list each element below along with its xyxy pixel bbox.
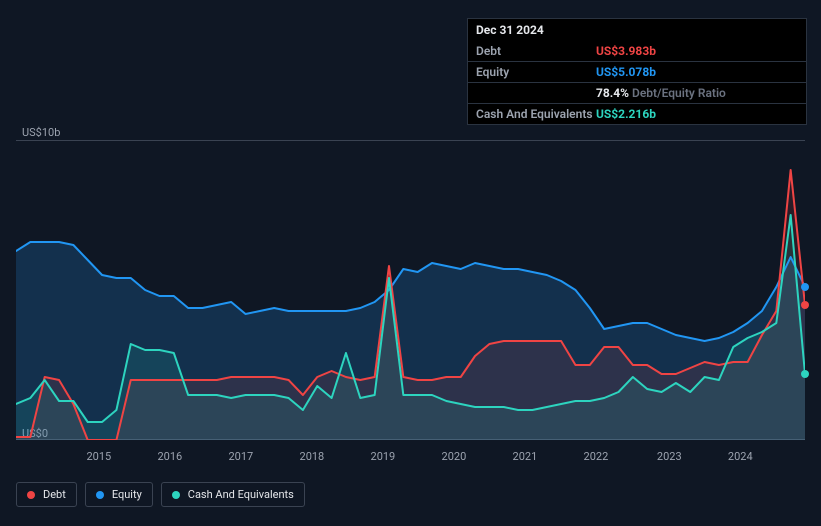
- info-row: Cash And EquivalentsUS$2.216b: [468, 104, 806, 124]
- y-axis-max-label: US$10b: [22, 126, 60, 139]
- x-axis-labels: 2015 2016 2017 2018 2019 2020 2021 2022 2023 2024: [16, 450, 805, 470]
- info-value: US$3.983b: [596, 44, 656, 58]
- info-value: 78.4% Debt/Equity Ratio: [596, 86, 726, 100]
- info-row: DebtUS$3.983b: [468, 41, 806, 62]
- x-axis-label: 2017: [228, 450, 253, 463]
- info-row: EquityUS$5.078b: [468, 62, 806, 83]
- legend-label: Cash And Equivalents: [188, 488, 294, 501]
- legend-label: Debt: [43, 488, 66, 501]
- x-axis-label: 2023: [657, 450, 682, 463]
- x-axis-label: 2020: [442, 450, 467, 463]
- info-label: Debt: [476, 44, 596, 58]
- x-axis-label: 2021: [513, 450, 538, 463]
- chart-area: [16, 140, 805, 440]
- series-end-marker: [801, 301, 809, 309]
- x-axis-label: 2018: [300, 450, 325, 463]
- info-tooltip: Dec 31 2024 DebtUS$3.983bEquityUS$5.078b…: [467, 18, 807, 125]
- x-axis-label: 2015: [86, 450, 111, 463]
- x-axis-label: 2022: [584, 450, 609, 463]
- series-end-marker: [801, 283, 809, 291]
- legend-label: Equity: [112, 488, 142, 501]
- info-label: Cash And Equivalents: [476, 107, 596, 121]
- legend-dot-icon: [172, 491, 180, 499]
- info-value: US$5.078b: [596, 65, 656, 79]
- series-end-marker: [801, 370, 809, 378]
- legend-dot-icon: [27, 491, 35, 499]
- legend: Debt Equity Cash And Equivalents: [16, 482, 305, 507]
- x-axis-label: 2016: [157, 450, 182, 463]
- x-axis-label: 2019: [371, 450, 396, 463]
- info-row: 78.4% Debt/Equity Ratio: [468, 83, 806, 104]
- chart-svg: [16, 140, 805, 440]
- legend-item-cash-and-equivalents[interactable]: Cash And Equivalents: [161, 482, 305, 507]
- info-date: Dec 31 2024: [468, 19, 806, 41]
- x-axis-label: 2024: [728, 450, 753, 463]
- legend-item-equity[interactable]: Equity: [85, 482, 153, 507]
- info-value: US$2.216b: [596, 107, 656, 121]
- legend-item-debt[interactable]: Debt: [16, 482, 77, 507]
- info-label: Equity: [476, 65, 596, 79]
- legend-dot-icon: [96, 491, 104, 499]
